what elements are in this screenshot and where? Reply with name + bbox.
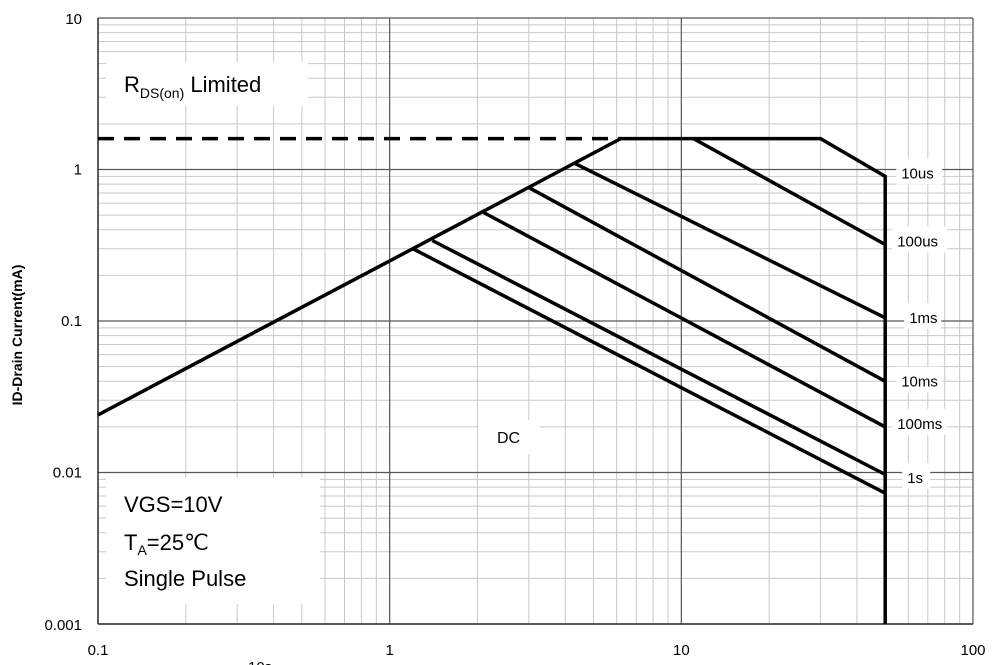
y-tick-label: 0.1 [61, 313, 82, 330]
y-tick-label: 0.01 [53, 465, 82, 482]
curve-100us [573, 161, 886, 320]
vgs-annotation: VGS=10V [124, 492, 223, 517]
soa-envelope-line [97, 136, 887, 624]
rds-subscript: DS(on) [140, 85, 184, 101]
curve-10us [692, 137, 887, 247]
curve-label-1s: 1s [907, 470, 923, 487]
rds-rest: Limited [184, 72, 261, 97]
dc-annotation: DC [497, 430, 520, 447]
rds-limited-annotation: RDS(on) Limited [124, 72, 261, 101]
conditions-annotation-box [106, 478, 320, 604]
rds-annotation-box [106, 62, 308, 106]
x-tick-label: 1 [385, 642, 393, 659]
curve-label-1ms: 1ms [909, 310, 937, 327]
curve-label-bg [892, 226, 948, 253]
curve-label-bg [896, 366, 943, 393]
y-tick-label: 0.001 [44, 617, 82, 634]
curve-labels: 10us 100us 1ms 10ms 100ms 1s [892, 158, 948, 489]
major-grid [97, 17, 974, 625]
curve-label-bg [892, 408, 948, 435]
curve-10ms [482, 210, 887, 429]
curves [97, 136, 887, 624]
curve-label-10us: 10us [901, 165, 934, 182]
ta-annotation: TA=25℃ [124, 530, 209, 558]
curve-label-bg [904, 303, 942, 329]
curve-label-bg [902, 462, 931, 489]
y-axis-label: ID-Drain Current(mA) [9, 265, 25, 406]
curve-100ms [431, 238, 887, 477]
y-tick-label: 1 [74, 162, 82, 179]
ta-rest: =25℃ [147, 530, 209, 555]
curve-label-100us: 100us [897, 233, 938, 250]
ta-subscript: A [137, 542, 147, 558]
curve-label-bg [896, 158, 943, 185]
curve-label-100ms: 100ms [897, 416, 942, 433]
ta-main: T [124, 530, 137, 555]
y-tick-labels: 0.001 0.01 0.1 1 10 [44, 11, 82, 634]
rds-main: R [124, 72, 140, 97]
dc-annotation-box [478, 420, 540, 454]
x-tick-labels: 0.1 1 10 100 [88, 642, 986, 659]
x-axis-label-fragment: 10s [248, 659, 272, 665]
pulse-annotation: Single Pulse [124, 566, 246, 591]
x-tick-label: 100 [960, 642, 985, 659]
x-tick-label: 0.1 [88, 642, 109, 659]
x-tick-label: 10 [673, 642, 690, 659]
curve-1s [411, 247, 887, 495]
y-tick-label: 10 [65, 11, 82, 28]
curve-label-10ms: 10ms [901, 374, 938, 391]
curve-1ms [527, 186, 887, 383]
